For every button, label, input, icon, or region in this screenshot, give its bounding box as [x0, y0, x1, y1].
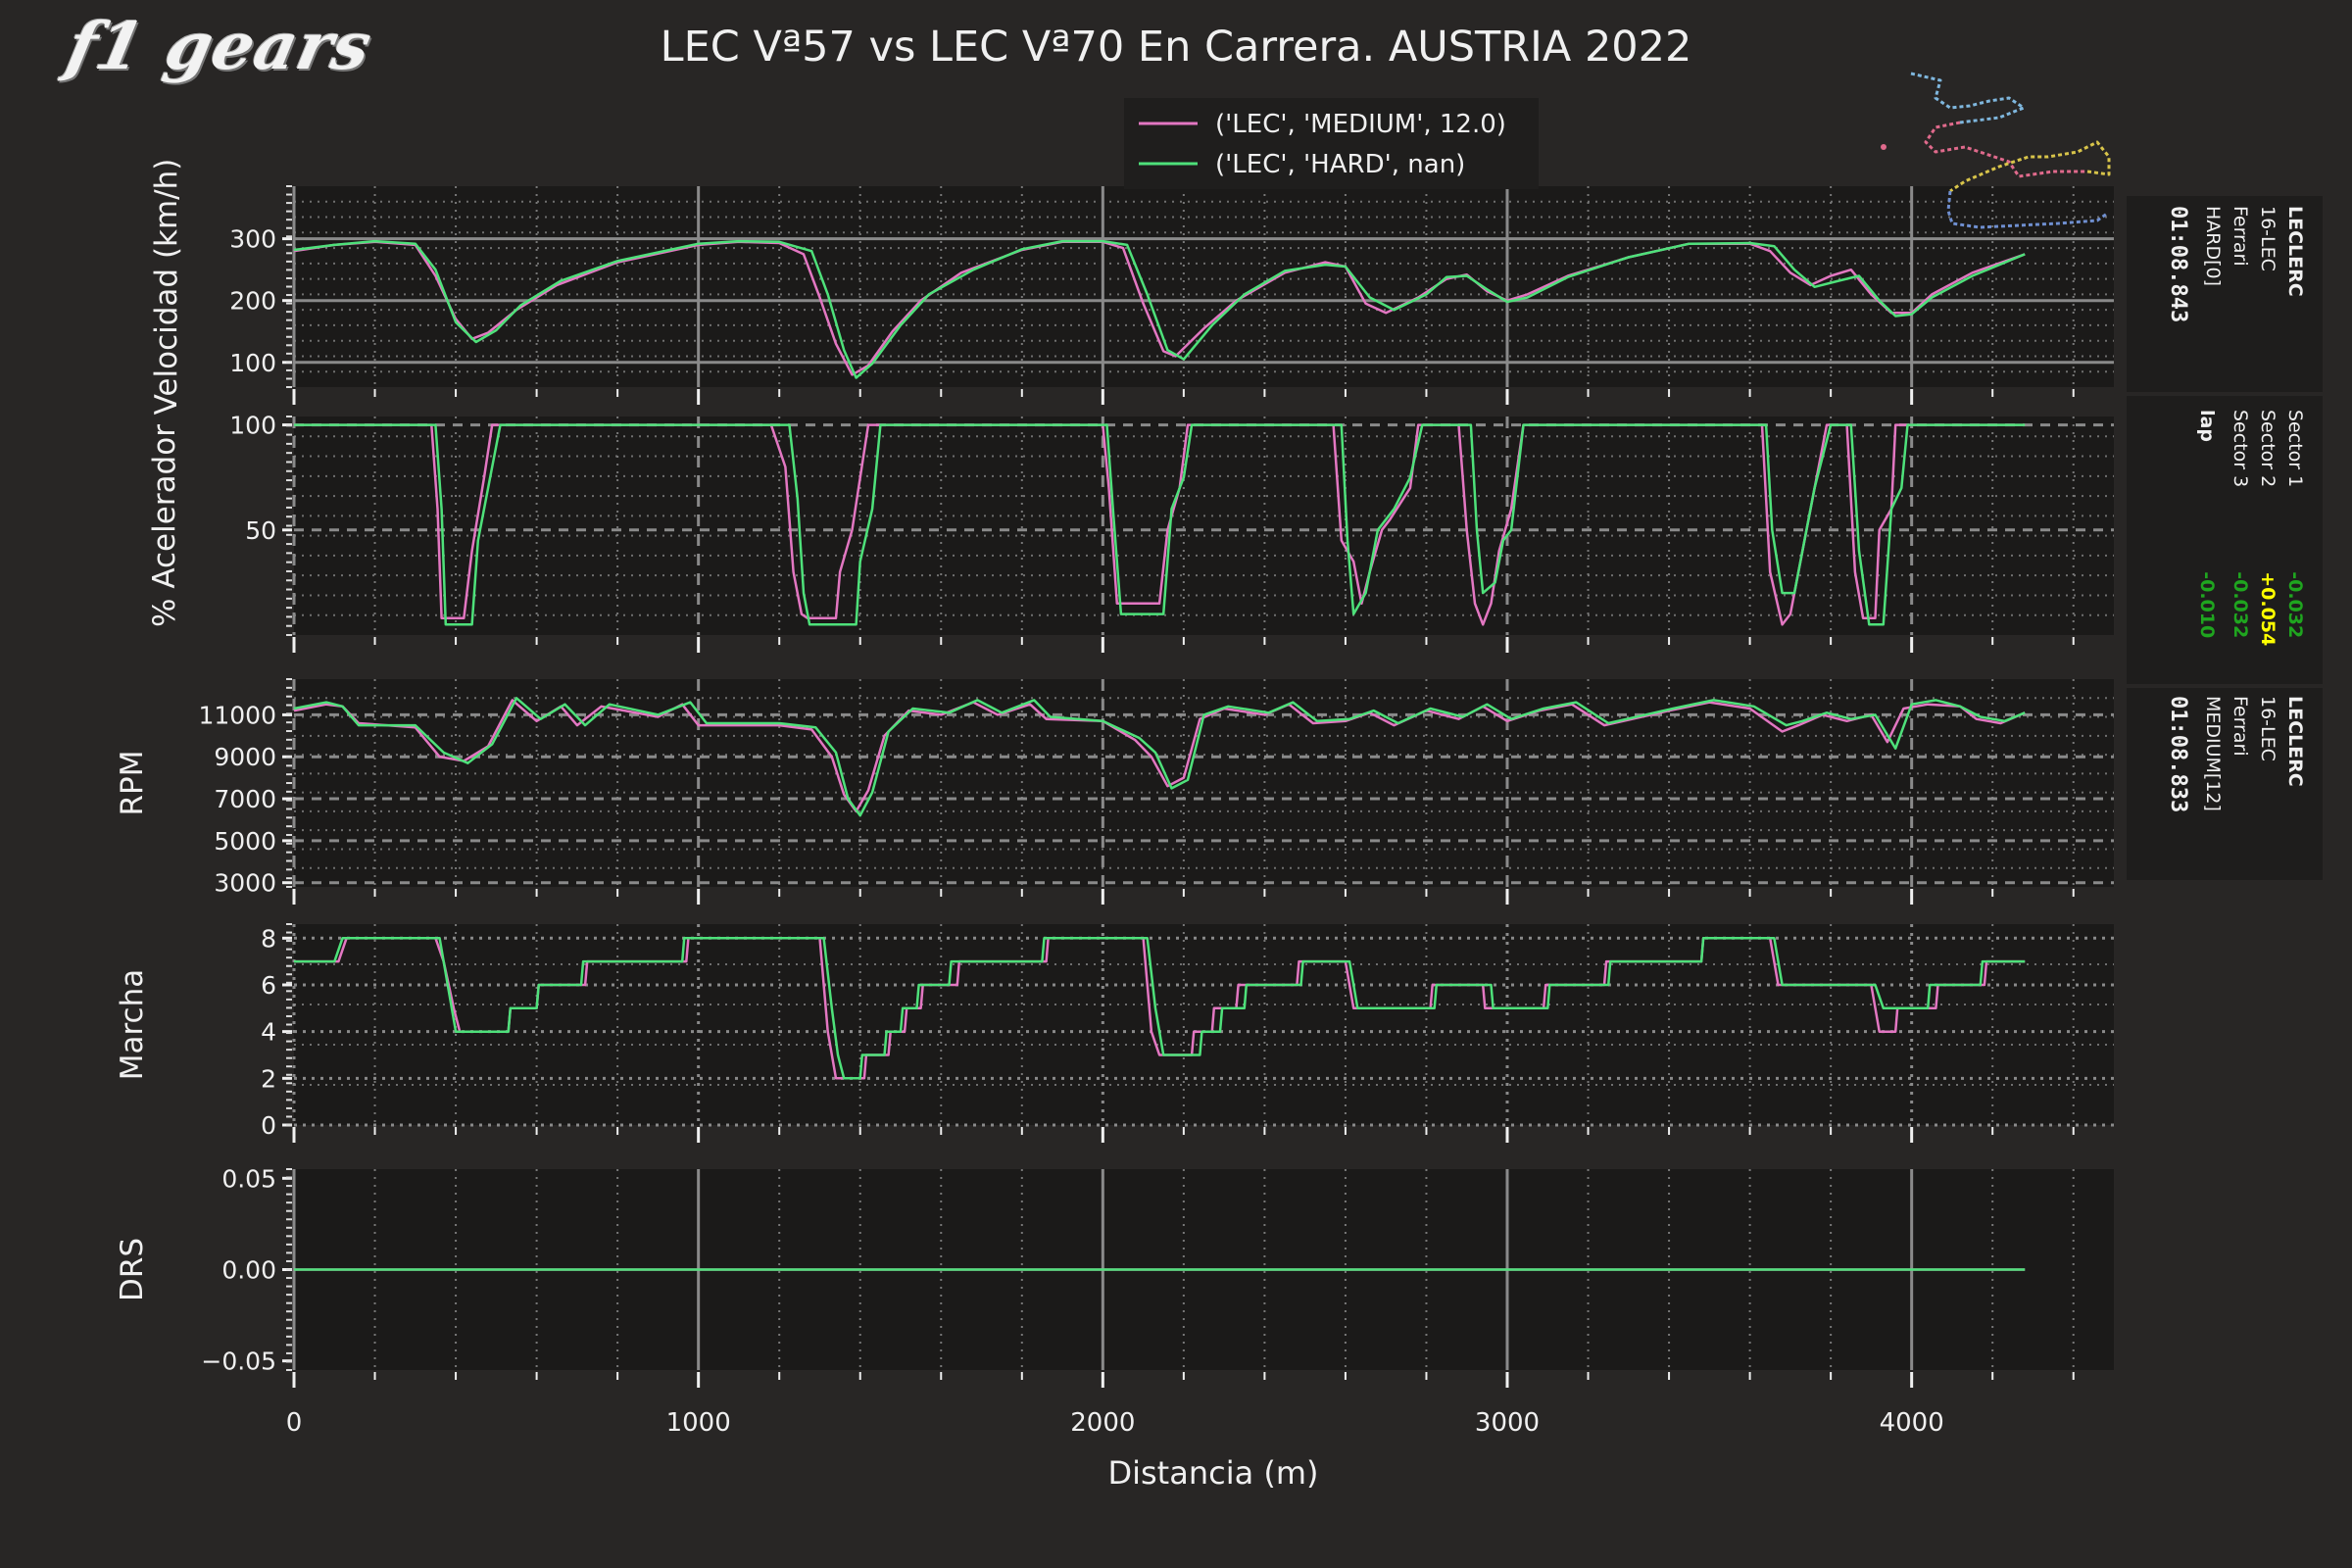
- lap-delta: -0.010: [2196, 571, 2218, 639]
- y-tick-label: 9000: [214, 743, 276, 771]
- track-map: [1881, 72, 2111, 229]
- y-tick-label: 50: [245, 516, 276, 545]
- track-segment: [1910, 72, 2026, 124]
- x-tick-label: 0: [286, 1408, 303, 1438]
- legend-label: ('LEC', 'HARD', nan): [1215, 150, 1465, 179]
- legend: ('LEC', 'MEDIUM', 12.0) ('LEC', 'HARD', n…: [1124, 98, 1539, 189]
- y-tick-label: 4: [261, 1018, 276, 1047]
- x-tick-label: 2000: [1070, 1408, 1135, 1438]
- sector-1-delta: -0.032: [2284, 571, 2306, 639]
- sector-2-label: Sector 2: [2257, 410, 2278, 488]
- sector-3-label: Sector 3: [2230, 410, 2251, 488]
- x-tick-label: 3000: [1475, 1408, 1540, 1438]
- x-tick-label: 4000: [1880, 1408, 1944, 1438]
- y-axis-label: % Acelerador: [147, 424, 182, 627]
- driver-code: 16-LEC: [2257, 206, 2278, 271]
- y-tick-label: 5000: [214, 827, 276, 856]
- plot-area: [294, 924, 2114, 1125]
- panel-gear: 0 2 4 6 8 Marcha: [115, 923, 2114, 1143]
- y-tick-label: 300: [229, 225, 276, 254]
- panel-speed: 100 200 300 Velocidad (km/h): [149, 159, 2114, 416]
- driver-code: 16-LEC: [2257, 696, 2278, 761]
- y-tick-label: 200: [229, 287, 276, 316]
- sector-2-delta: +0.054: [2257, 571, 2278, 647]
- y-tick-label: 7000: [214, 785, 276, 813]
- panel-drs: −0.05 0.00 0.05 DRS: [115, 1164, 2114, 1388]
- f1gears-logo: f1 gears: [60, 8, 379, 84]
- sector-1-label: Sector 1: [2284, 410, 2306, 488]
- y-tick-label: 3000: [214, 869, 276, 898]
- plot-area: [294, 186, 2114, 387]
- plot-area: [294, 679, 2114, 887]
- y-axis-label: Velocidad (km/h): [149, 159, 184, 416]
- series-hard-line: [293, 697, 2026, 817]
- panel-throttle: 50 100 % Acelerador: [147, 412, 2114, 653]
- lap-label: lap: [2196, 410, 2218, 442]
- info-panel-delta: Sector 1 Sector 2 Sector 3 lap -0.032 +0…: [2127, 396, 2323, 684]
- panel-rpm: 3000 5000 7000 9000 11000 RPM: [115, 678, 2114, 905]
- y-tick-label: 100: [229, 349, 276, 377]
- y-tick-label: 6: [261, 971, 276, 1000]
- series-hard-line: [294, 423, 2026, 626]
- track-segment: [1924, 121, 2087, 178]
- y-tick-label: 11000: [198, 701, 276, 729]
- y-tick-label: 2: [261, 1064, 276, 1093]
- track-marker: [1881, 144, 1886, 150]
- team-name: Ferrari: [2230, 206, 2251, 267]
- info-panel-medium: LECLERC 16-LEC Ferrari MEDIUM[12] 01:08.…: [2127, 688, 2323, 880]
- y-axis-label: DRS: [115, 1238, 150, 1301]
- y-tick-label: 100: [229, 412, 276, 440]
- track-segment: [1946, 190, 2108, 229]
- y-tick-label: −0.05: [201, 1348, 276, 1376]
- x-axis-label: Distancia (m): [1107, 1454, 1318, 1492]
- y-tick-label: 0: [261, 1111, 276, 1140]
- lap-time: 01:08.843: [2166, 206, 2190, 323]
- series-medium-line: [293, 240, 2026, 376]
- y-tick-label: 0.00: [221, 1256, 276, 1285]
- driver-name: LECLERC: [2284, 206, 2306, 297]
- y-tick-label: 8: [261, 924, 276, 953]
- team-name: Ferrari: [2230, 696, 2251, 757]
- tyre-compound: HARD[0]: [2202, 206, 2224, 287]
- y-axis-label: Marcha: [115, 969, 150, 1081]
- series-hard-line: [293, 239, 2026, 379]
- track-segment: [1949, 140, 2111, 193]
- sector-3-delta: -0.032: [2230, 571, 2251, 639]
- y-axis-label: RPM: [115, 751, 150, 816]
- series-hard-line: [294, 937, 2026, 1080]
- y-tick-label: 0.05: [221, 1164, 276, 1193]
- lap-time: 01:08.833: [2166, 696, 2190, 813]
- legend-box: [1124, 98, 1539, 189]
- info-panel-hard: LECLERC 16-LEC Ferrari HARD[0] 01:08.843: [2127, 196, 2323, 392]
- plot-area: [294, 416, 2114, 635]
- chart-title: LEC Vª57 vs LEC Vª70 En Carrera. AUSTRIA…: [661, 23, 1692, 72]
- x-tick-label: 1000: [666, 1408, 731, 1438]
- driver-name: LECLERC: [2284, 696, 2306, 787]
- legend-label: ('LEC', 'MEDIUM', 12.0): [1215, 110, 1506, 139]
- tyre-compound: MEDIUM[12]: [2202, 696, 2224, 811]
- series-medium-line: [293, 699, 2026, 813]
